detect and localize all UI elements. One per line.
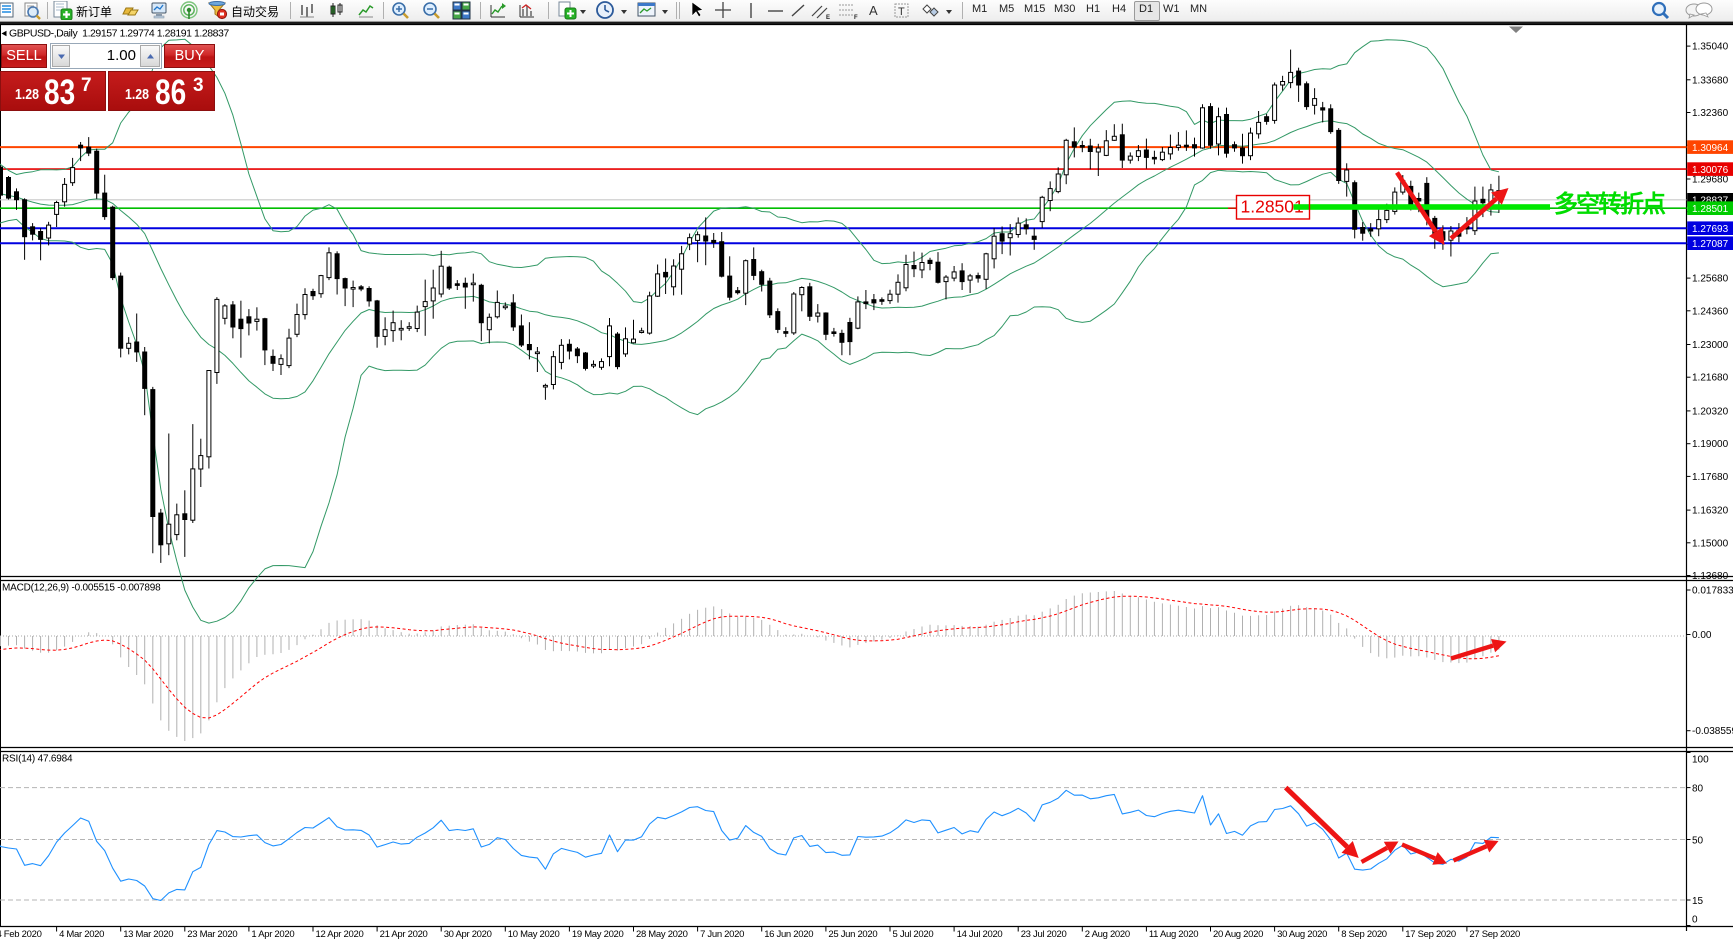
svg-text:4 Mar 2020: 4 Mar 2020 bbox=[59, 929, 104, 940]
svg-text:1.20320: 1.20320 bbox=[1692, 406, 1729, 417]
svg-text:20 Aug 2020: 20 Aug 2020 bbox=[1213, 929, 1263, 940]
svg-text:1.32360: 1.32360 bbox=[1692, 108, 1729, 119]
svg-text:10 May 2020: 10 May 2020 bbox=[508, 929, 560, 940]
svg-text:14 Jul 2020: 14 Jul 2020 bbox=[957, 929, 1003, 940]
svg-text:1.16320: 1.16320 bbox=[1692, 506, 1729, 517]
svg-text:28 May 2020: 28 May 2020 bbox=[636, 929, 688, 940]
svg-text:1.15000: 1.15000 bbox=[1692, 538, 1729, 549]
svg-text:1.17680: 1.17680 bbox=[1692, 472, 1729, 483]
svg-text:RSI(14) 47.6984: RSI(14) 47.6984 bbox=[2, 754, 73, 765]
svg-text:2 Aug 2020: 2 Aug 2020 bbox=[1085, 929, 1130, 940]
svg-text:1.28501: 1.28501 bbox=[1241, 197, 1304, 217]
svg-text:8 Sep 2020: 8 Sep 2020 bbox=[1341, 929, 1387, 940]
svg-text:27 Sep 2020: 27 Sep 2020 bbox=[1469, 929, 1520, 940]
svg-text:0.00: 0.00 bbox=[1692, 630, 1712, 641]
svg-text:1.27087: 1.27087 bbox=[1692, 239, 1729, 250]
svg-text:80: 80 bbox=[1692, 784, 1704, 795]
svg-text:多空转折点: 多空转折点 bbox=[1554, 190, 1666, 218]
svg-text:30 Aug 2020: 30 Aug 2020 bbox=[1277, 929, 1327, 940]
svg-text:50: 50 bbox=[1692, 836, 1704, 847]
svg-text:1.24360: 1.24360 bbox=[1692, 306, 1729, 317]
svg-text:-0.038559: -0.038559 bbox=[1692, 726, 1733, 737]
svg-text:7 Jun 2020: 7 Jun 2020 bbox=[700, 929, 744, 940]
svg-text:1.13680: 1.13680 bbox=[1692, 571, 1729, 582]
svg-text:1.25680: 1.25680 bbox=[1692, 274, 1729, 285]
svg-text:1.23000: 1.23000 bbox=[1692, 340, 1729, 351]
svg-text:23 Mar 2020: 23 Mar 2020 bbox=[187, 929, 237, 940]
svg-text:16 Jun 2020: 16 Jun 2020 bbox=[764, 929, 813, 940]
svg-text:1.28837: 1.28837 bbox=[1692, 196, 1729, 207]
svg-text:5 Jul 2020: 5 Jul 2020 bbox=[893, 929, 934, 940]
svg-text:1.30076: 1.30076 bbox=[1692, 165, 1729, 176]
svg-text:1.19000: 1.19000 bbox=[1692, 439, 1729, 450]
svg-text:1.30964: 1.30964 bbox=[1692, 143, 1729, 154]
svg-text:15: 15 bbox=[1692, 896, 1704, 907]
svg-text:12 Apr 2020: 12 Apr 2020 bbox=[316, 929, 364, 940]
svg-text:24 Feb 2020: 24 Feb 2020 bbox=[0, 929, 42, 940]
svg-text:13 Mar 2020: 13 Mar 2020 bbox=[123, 929, 173, 940]
svg-text:1.33680: 1.33680 bbox=[1692, 75, 1729, 86]
svg-text:GBPUSD-,Daily 1.29157 1.29774: GBPUSD-,Daily 1.29157 1.29774 1.28191 1.… bbox=[9, 28, 229, 40]
svg-text:E: E bbox=[826, 15, 830, 20]
svg-text:0: 0 bbox=[1692, 915, 1698, 926]
svg-text:T: T bbox=[898, 6, 905, 18]
svg-text:23 Jul 2020: 23 Jul 2020 bbox=[1021, 929, 1067, 940]
svg-text:MACD(12,26,9) -0.005515 -0.007: MACD(12,26,9) -0.005515 -0.007898 bbox=[2, 583, 161, 594]
svg-text:1 Apr 2020: 1 Apr 2020 bbox=[251, 929, 294, 940]
svg-text:21 Apr 2020: 21 Apr 2020 bbox=[380, 929, 428, 940]
svg-text:25 Jun 2020: 25 Jun 2020 bbox=[828, 929, 877, 940]
svg-text:30 Apr 2020: 30 Apr 2020 bbox=[444, 929, 492, 940]
svg-text:1.21680: 1.21680 bbox=[1692, 373, 1729, 384]
svg-text:1.27693: 1.27693 bbox=[1692, 224, 1729, 235]
svg-text:11 Aug 2020: 11 Aug 2020 bbox=[1149, 929, 1198, 940]
svg-text:1.28501: 1.28501 bbox=[1692, 204, 1729, 215]
svg-text:0.017833: 0.017833 bbox=[1692, 586, 1733, 597]
svg-text:1.29680: 1.29680 bbox=[1692, 175, 1729, 186]
svg-text:17 Sep 2020: 17 Sep 2020 bbox=[1405, 929, 1456, 940]
svg-text:1.35040: 1.35040 bbox=[1692, 42, 1729, 53]
svg-text:F: F bbox=[854, 15, 858, 20]
svg-text:100: 100 bbox=[1692, 755, 1709, 766]
svg-text:19 May 2020: 19 May 2020 bbox=[572, 929, 624, 940]
